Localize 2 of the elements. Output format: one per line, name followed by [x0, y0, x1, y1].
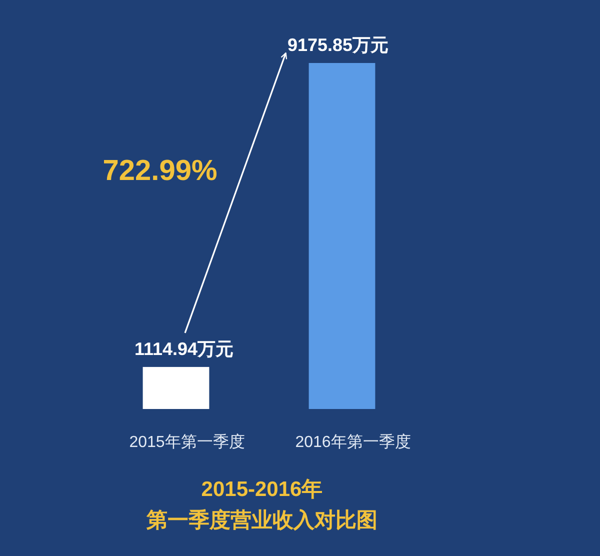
subtitle: 第一季度营业收入对比图: [146, 509, 378, 532]
title: 2015-2016年: [201, 478, 323, 501]
